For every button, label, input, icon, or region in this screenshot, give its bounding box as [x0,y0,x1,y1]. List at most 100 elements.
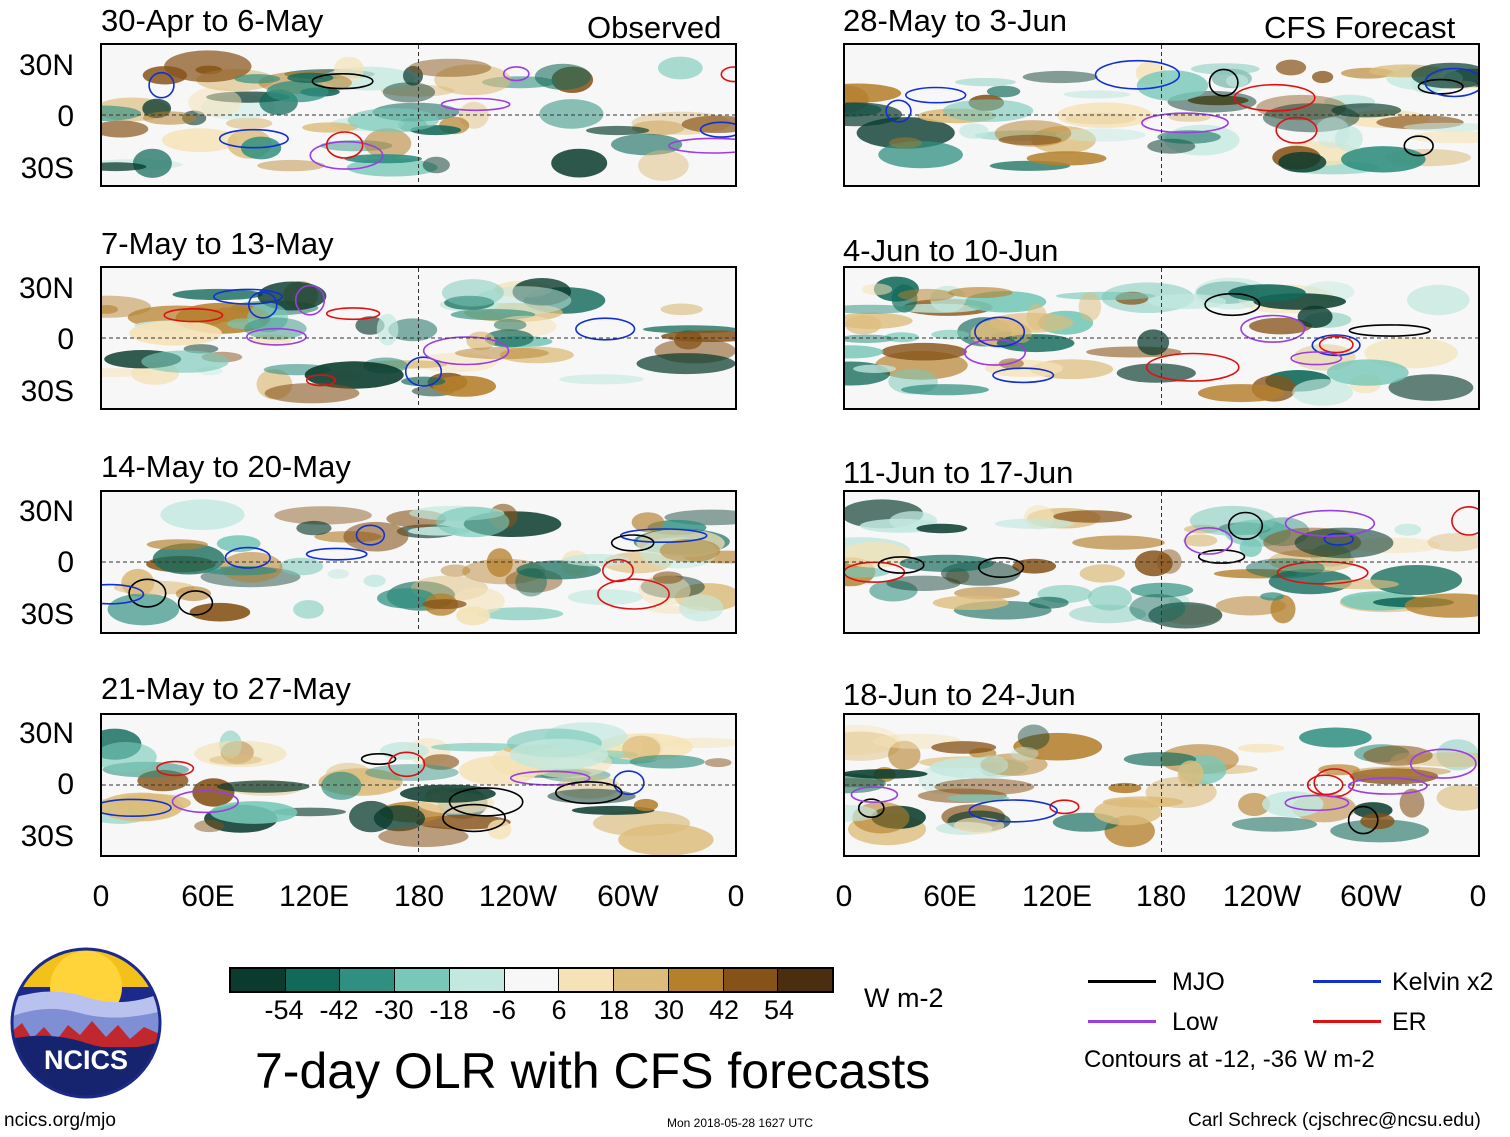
wave-contour [1227,511,1264,540]
olr-anomaly-area [431,742,527,752]
map-canvas [845,492,1478,632]
wave-contour [963,338,1026,366]
cfs-forecast-label: CFS Forecast [1264,10,1456,45]
olr-anomaly-area [845,304,913,314]
olr-anomaly-area [257,159,325,172]
olr-anomaly-area [845,345,884,359]
wave-contour [448,787,524,817]
olr-anomaly-area [296,520,332,536]
olr-anomaly-area [661,737,735,749]
wave-contour [1284,794,1350,812]
olr-anomaly-area [1189,505,1276,536]
wave-contour [1204,292,1261,317]
olr-anomaly-area [986,85,1021,98]
wave-contour [224,546,272,569]
panel-title-3: 7-May to 13-May [101,226,334,261]
wave-contour [148,71,175,99]
olr-anomaly-area [932,595,1009,610]
olr-anomaly-area [1270,594,1296,624]
colorbar-tick: -54 [264,995,304,1025]
lon-label-60w: 60W [1340,880,1402,913]
olr-anomaly-area [845,731,900,761]
olr-anomaly-area [1069,604,1147,624]
olr-anomaly-area [1352,766,1452,777]
wave-contour [1284,509,1376,537]
lat-label-30n: 30N [18,272,74,305]
wave-contour [1094,59,1181,90]
wave-contour [218,128,289,149]
olr-anomaly-area [618,823,714,855]
olr-anomaly-area [486,548,513,577]
map-canvas [102,45,735,185]
olr-anomaly-area [974,755,1009,775]
map-panel-6 [843,490,1480,634]
olr-anomaly-area [293,600,324,619]
lon-label-120w: 120W [478,880,558,913]
olr-anomaly-area [376,313,399,346]
colorbar-tick: -18 [429,995,469,1025]
wave-contour [978,557,1025,579]
wave-contour [904,86,967,104]
olr-anomaly-area [881,342,967,361]
wave-contour [1290,351,1343,366]
olr-anomaly-area [678,594,724,622]
olr-anomaly-area [175,586,212,602]
wave-contour [720,66,735,83]
olr-anomaly-area [861,283,893,296]
colorbar-tick: 54 [763,995,795,1025]
olr-anomaly-area [1364,337,1458,369]
olr-anomaly-area [115,793,191,813]
olr-anomaly-area [1116,363,1196,383]
olr-anomaly-area [916,523,968,534]
olr-anomaly-area [1312,70,1334,84]
olr-anomaly-area [515,567,547,597]
wave-contour [1403,135,1434,157]
olr-anomaly-area [1275,59,1307,76]
legend-label-low: Low [1172,1008,1218,1036]
map-panel-7 [100,713,737,857]
legend-line-mjo [1088,980,1156,983]
lon-label-180: 180 [393,880,445,913]
lat-label-30s: 30S [20,820,74,853]
olr-anomaly-area [1238,792,1271,817]
map-canvas [102,492,735,632]
map-canvas [102,268,735,408]
colorbar-tick: 30 [653,995,685,1025]
olr-anomaly-area [1055,128,1146,142]
olr-anomaly-area [659,538,721,563]
footer-url[interactable]: ncics.org/mjo [4,1110,116,1131]
olr-anomaly-area [931,329,970,340]
olr-anomaly-area [1026,151,1107,166]
wave-contour [1311,334,1361,357]
olr-anomaly-area [845,541,912,568]
colorbar-swatch [559,969,615,991]
olr-anomaly-area [1370,565,1463,595]
olr-anomaly-area [1260,592,1285,601]
olr-anomaly-area [1063,90,1131,99]
wave-contour [305,547,368,561]
olr-anomaly-area [1093,798,1162,826]
olr-anomaly-area [660,303,703,316]
olr-anomaly-area [1123,752,1197,767]
olr-anomaly-area [455,347,549,360]
legend-line-kelvin [1313,980,1381,983]
olr-anomaly-area [1013,732,1103,761]
lat-label-30n: 30N [18,495,74,528]
lon-label-0: 0 [92,880,110,913]
olr-anomaly-area [611,133,683,156]
wave-contour [102,798,172,817]
lat-label-30s: 30S [20,152,74,185]
olr-anomaly-area [539,99,604,129]
olr-anomaly-area [373,805,425,832]
olr-anomaly-area [622,735,661,763]
olr-anomaly-area [1399,788,1425,818]
olr-anomaly-area [1436,784,1478,811]
wave-contour [163,307,224,323]
olr-anomaly-area [466,331,496,351]
wave-contour [1323,532,1354,546]
colorbar-units: W m-2 [864,983,944,1013]
wave-contour [877,556,925,574]
olr-anomaly-area [434,64,511,96]
olr-anomaly-area [1011,324,1032,344]
colorbar [229,967,834,993]
